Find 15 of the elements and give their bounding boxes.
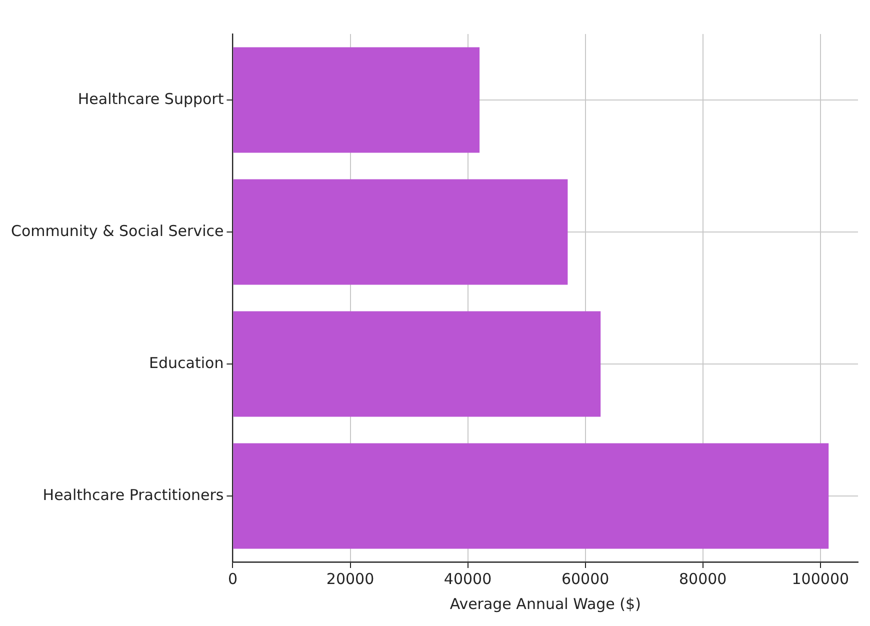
x-tick-label: 40000 bbox=[444, 570, 492, 588]
bar bbox=[233, 311, 601, 417]
bar bbox=[233, 443, 829, 549]
y-tick-label: Education bbox=[149, 354, 224, 372]
bar bbox=[233, 47, 480, 153]
x-axis-title: Average Annual Wage ($) bbox=[450, 594, 641, 613]
y-tick-label: Healthcare Support bbox=[78, 90, 224, 108]
x-tick-label: 0 bbox=[228, 570, 238, 588]
y-tick-label: Healthcare Practitioners bbox=[42, 486, 224, 504]
x-tick-label: 100000 bbox=[792, 570, 850, 588]
y-tick-label: Community & Social Service bbox=[10, 222, 224, 240]
x-tick-label: 80000 bbox=[678, 570, 727, 588]
x-tick-label: 20000 bbox=[326, 570, 374, 588]
bar bbox=[233, 179, 568, 285]
x-tick-label: 60000 bbox=[561, 570, 610, 588]
